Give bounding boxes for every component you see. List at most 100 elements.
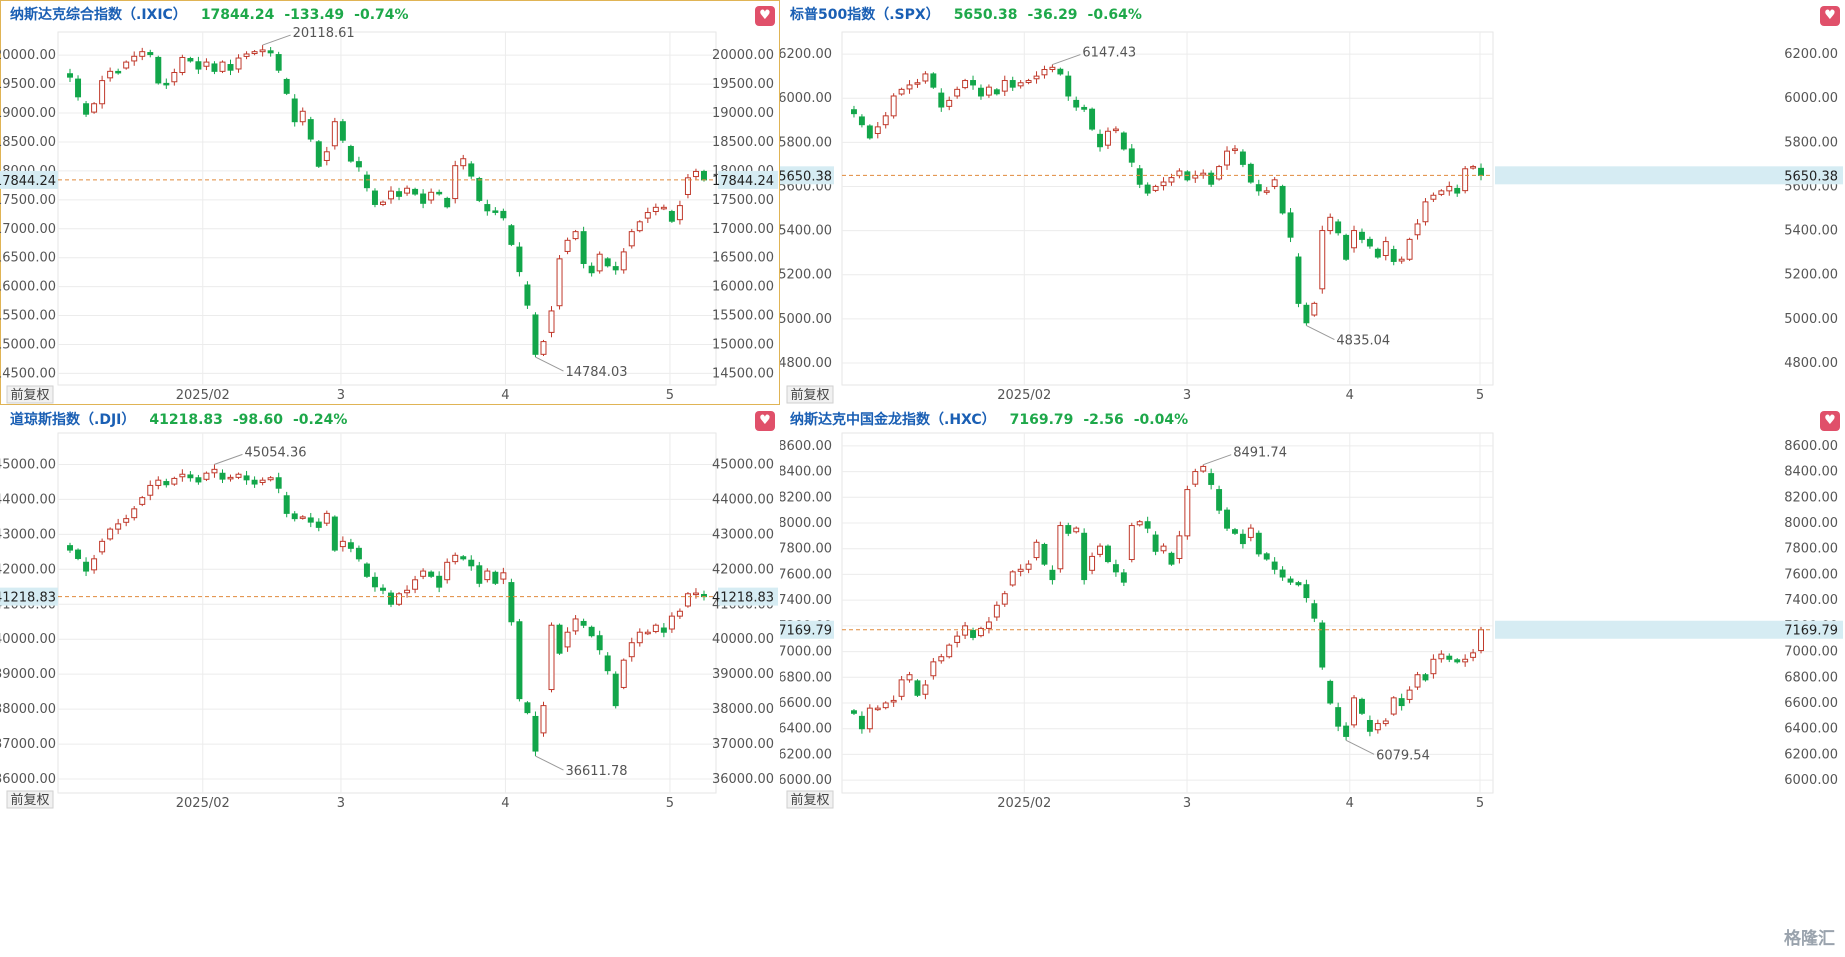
candle-body — [993, 604, 1000, 618]
candle-body — [371, 576, 378, 588]
candle-body — [67, 545, 74, 551]
candle-body — [404, 187, 411, 194]
candle-body — [1081, 532, 1088, 581]
y-tick-label-left: 8000.00 — [780, 516, 832, 531]
candle-body — [1438, 190, 1445, 195]
candle-body — [1073, 527, 1080, 533]
candle-body — [275, 54, 282, 71]
y-tick-label-left: 6000.00 — [780, 773, 832, 788]
adjust-button[interactable]: 前复权 — [786, 385, 834, 404]
candle-body — [492, 571, 499, 584]
candle-body — [179, 56, 186, 74]
candle-body — [1232, 529, 1238, 534]
candle-body — [1065, 75, 1072, 97]
candle-body — [420, 193, 427, 204]
index-name[interactable]: 纳斯达克综合指数（.IXIC） — [10, 7, 187, 23]
chart-panel-hxc[interactable]: 纳斯达克中国金龙指数（.HXC） 7169.79 -2.56 -0.04% ♥ 8600.… — [780, 405, 1845, 810]
candle-body — [1239, 533, 1246, 545]
candle-body — [219, 61, 226, 72]
y-tick-label-right: 45000.00 — [712, 457, 774, 472]
candle-body — [307, 517, 314, 523]
y-tick-label-right: 15500.00 — [712, 309, 774, 324]
candle-body — [163, 82, 170, 86]
y-tick-label-right: 5200.00 — [1784, 268, 1838, 283]
favorite-heart-icon[interactable]: ♥ — [1820, 411, 1840, 431]
candle-body — [444, 197, 451, 208]
y-tick-label-right: 8000.00 — [1784, 516, 1838, 531]
price-change: -133.49 — [284, 7, 345, 23]
y-tick-label-right: 8200.00 — [1784, 490, 1838, 505]
index-name[interactable]: 纳斯达克中国金龙指数（.HXC） — [790, 412, 996, 428]
y-tick-label-left: 39000.00 — [0, 667, 56, 682]
candle-body — [476, 565, 483, 584]
candle-body — [1430, 658, 1437, 675]
low-marker-line — [535, 755, 564, 771]
y-tick-label-left: 20000.00 — [0, 48, 56, 63]
candle-body — [1351, 230, 1357, 249]
candle-body — [1017, 82, 1024, 87]
favorite-heart-icon[interactable]: ♥ — [755, 411, 775, 431]
adjust-button-label: 前复权 — [790, 792, 829, 808]
candle-body — [954, 88, 961, 97]
candle-body — [75, 549, 82, 559]
chart-panel-dji[interactable]: 道琼斯指数（.DJI） 41218.83 -98.60 -0.24% ♥ 45000.00… — [0, 405, 780, 810]
adjust-button[interactable]: 前复权 — [6, 385, 54, 404]
candle-body — [692, 592, 699, 596]
candle-body — [323, 512, 330, 524]
candle-body — [412, 188, 419, 195]
candle-body — [1057, 68, 1064, 75]
candle-body — [660, 206, 667, 210]
candle-body — [700, 170, 707, 181]
candle-body — [371, 190, 378, 205]
candle-body — [516, 246, 523, 273]
chart-panel-ixic[interactable]: 纳斯达克综合指数（.IXIC） 17844.24 -133.49 -0.74% ♥ 200… — [0, 0, 780, 405]
candle-body — [355, 161, 362, 168]
candle-body — [187, 58, 194, 62]
candle-body — [379, 587, 386, 591]
candle-body — [1311, 603, 1318, 619]
y-tick-label-left: 7600.00 — [780, 567, 832, 582]
candle-body — [938, 656, 945, 662]
index-name[interactable]: 道琼斯指数（.DJI） — [10, 412, 136, 428]
favorite-heart-icon[interactable]: ♥ — [755, 6, 775, 26]
candle-body — [1319, 230, 1326, 290]
adjust-button[interactable]: 前复权 — [786, 790, 834, 809]
favorite-heart-icon[interactable]: ♥ — [1820, 6, 1840, 26]
candle-body — [524, 284, 531, 306]
x-tick-label: 5 — [1476, 796, 1484, 810]
high-value-label: 6147.43 — [1082, 46, 1136, 61]
low-value-label: 14784.03 — [565, 365, 627, 380]
candle-body — [1343, 725, 1350, 737]
y-tick-label-left: 5200.00 — [780, 268, 832, 283]
candle-body — [1224, 509, 1230, 529]
candle-body — [668, 615, 675, 630]
candle-body — [1414, 223, 1421, 236]
candle-body — [1216, 166, 1223, 180]
candle-body — [1025, 563, 1032, 570]
candle-body — [914, 680, 921, 696]
candlestick-chart: 20000.00 20000.00 19500.00 19500.00 19000.00… — [0, 26, 778, 404]
y-tick-label-right: 6400.00 — [1784, 722, 1838, 737]
candle-body — [315, 141, 322, 167]
y-tick-label-right: 20000.00 — [712, 48, 774, 63]
adjust-button[interactable]: 前复权 — [6, 790, 54, 809]
plot-area — [57, 31, 717, 386]
candle-body — [404, 589, 411, 594]
candle-body — [580, 620, 587, 626]
y-tick-label-left: 7000.00 — [780, 645, 832, 660]
y-tick-label-right: 36000.00 — [712, 772, 774, 787]
candle-body — [1470, 166, 1477, 169]
candle-body — [1287, 578, 1294, 583]
y-tick-label-right: 6800.00 — [1784, 670, 1838, 685]
candle-body — [1049, 569, 1056, 581]
y-tick-label-right: 19500.00 — [712, 77, 774, 92]
chart-panel-spx[interactable]: 标普500指数（.SPX） 5650.38 -36.29 -0.64% ♥ 6200.00… — [780, 0, 1845, 405]
index-name[interactable]: 标普500指数（.SPX） — [790, 7, 940, 23]
y-tick-label-left: 6200.00 — [780, 47, 832, 62]
candle-body — [922, 684, 929, 695]
candle-body — [1128, 525, 1135, 561]
candle-body — [874, 126, 881, 134]
candle-body — [1017, 568, 1024, 572]
candle-body — [985, 86, 992, 96]
y-tick-label-right: 8400.00 — [1784, 465, 1838, 480]
